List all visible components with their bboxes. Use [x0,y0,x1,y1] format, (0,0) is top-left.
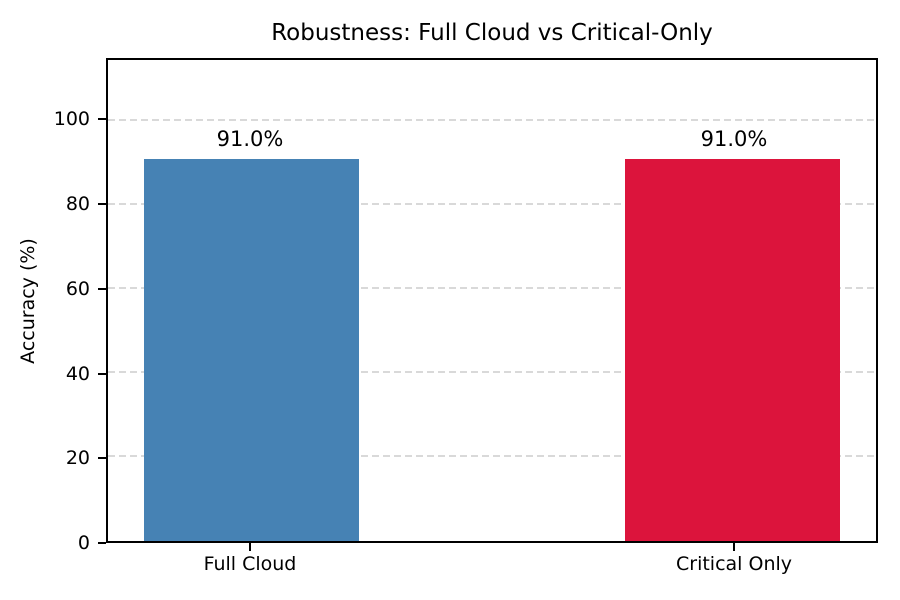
bar-value-label-critical-only: 91.0% [700,126,768,151]
x-tick-label-full-cloud: Full Cloud [203,553,297,575]
y-tick-label-0: 0 [77,532,90,554]
x-tick-label-critical-only: Critical Only [676,553,793,575]
y-tick-label-100: 100 [53,108,90,131]
y-tick-mark-60 [98,287,106,290]
gridline-20 [108,454,876,457]
gridline-40 [108,370,876,373]
y-tick-label-40: 40 [65,362,90,385]
y-tick-label-80: 80 [65,193,90,216]
bar-full-cloud [143,158,359,541]
x-tick-mark-full-cloud [248,543,251,551]
gridline-60 [108,286,876,289]
chart-title: Robustness: Full Cloud vs Critical-Only [271,20,713,46]
y-tick-label-20: 20 [65,447,90,470]
plot-area [106,58,878,543]
y-tick-mark-20 [98,457,106,460]
y-tick-mark-0 [98,542,106,544]
bar-critical-only [625,158,841,541]
y-tick-mark-80 [98,203,106,206]
y-tick-label-60: 60 [65,277,90,300]
bar-value-label-full-cloud: 91.0% [216,126,284,151]
y-tick-mark-40 [98,372,106,375]
y-tick-mark-100 [98,118,106,121]
gridline-80 [108,202,876,205]
x-tick-mark-critical-only [733,543,736,551]
gridline-100 [108,118,876,121]
